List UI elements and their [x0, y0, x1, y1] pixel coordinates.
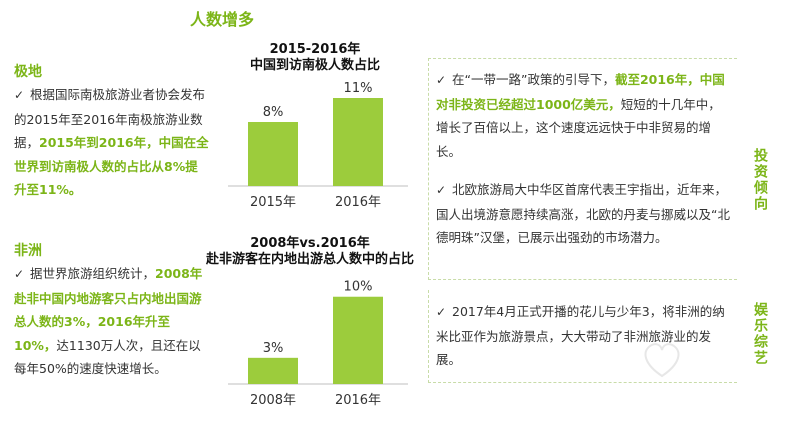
africa-category-label-1: 2016年	[335, 393, 381, 408]
africa-text-2: 达1130万人次，且还在以每年50%的速度快速增长。	[14, 337, 201, 377]
africa-text-1: 据世界旅游组织统计，	[30, 266, 156, 281]
investment-tag: 投资倾向	[752, 148, 768, 212]
africa-highlight: 2008年赴非中国内地游客只占内地出国游总人数的3%，2016年升至10%，	[14, 266, 203, 353]
antarctic-value-label-1: 11%	[344, 81, 373, 96]
africa-paragraph: ✓ 据世界旅游组织统计，2008年赴非中国内地游客只占内地出国游总人数的3%，20…	[14, 262, 210, 381]
investment-item1-text: 在“一带一路”政策的引导下，	[452, 72, 615, 87]
check-icon: ✓	[436, 305, 447, 319]
watermark-heart-icon	[644, 343, 680, 378]
entertainment-item1-text: 2017年4月正式开播的花儿与少年3，将非洲的纳米比亚作为旅游景点，大大带动了非…	[436, 304, 725, 367]
page-title: 人数增多	[190, 10, 255, 29]
chart-bottom-title-line2: 赴非游客在内地出游总人数中的占比	[205, 252, 414, 267]
check-icon: ✓	[14, 267, 25, 281]
check-icon: ✓	[436, 73, 447, 87]
antarctic-bar-0	[248, 122, 298, 186]
antarctic-highlight: 2015年到2016年，中国在全世界到访南极人数的占比从8%提升至11%。	[14, 135, 209, 197]
investment-item-1: ✓ 在“一带一路”政策的引导下，截至2016年，中国对非投资已经超过1000亿美元…	[436, 68, 732, 163]
antarctic-heading: 极地	[14, 64, 42, 80]
investment-box	[428, 58, 737, 280]
check-icon: ✓	[14, 88, 25, 102]
africa-bar-chart: 3% 2008年 10% 2016年	[228, 280, 408, 408]
africa-bar-0	[248, 357, 298, 384]
africa-bar-1	[333, 296, 383, 384]
entertainment-box	[428, 290, 737, 383]
antarctic-category-label-1: 2016年	[335, 195, 381, 210]
africa-heading: 非洲	[14, 243, 42, 259]
chart-top-title-line2: 中国到访南极人数占比	[249, 58, 380, 73]
antarctic-bar-1	[333, 98, 383, 186]
africa-value-label-0: 3%	[263, 341, 284, 356]
antarctic-bar-chart: 8% 2015年 11% 2016年	[228, 81, 408, 210]
chart-top-title: 2015-2016年 中国到访南极人数占比	[210, 42, 420, 74]
entertainment-item-1: ✓ 2017年4月正式开播的花儿与少年3，将非洲的纳米比亚作为旅游景点，大大带动了…	[436, 300, 732, 372]
chart-top-title-line1: 2015-2016年	[269, 42, 361, 57]
investment-item-2: ✓ 北欧旅游局大中华区首席代表王宇指出，近年来，国人出境游意愿持续高涨，北欧的丹麦…	[436, 178, 732, 250]
investment-item1-post: 短短的十几年中，增长了百倍以上，这个速度远远快于中非贸易的增长。	[436, 96, 721, 159]
investment-item2-text: 北欧旅游局大中华区首席代表王宇指出，近年来，国人出境游意愿持续高涨，北欧的丹麦与…	[436, 182, 730, 245]
chart-bottom-title-line1: 2008年vs.2016年	[250, 236, 370, 251]
antarctic-paragraph: ✓ 根据国际南极旅游业者协会发布的2015年至2016年南极旅游业数据，2015年…	[14, 83, 210, 202]
chart-bottom-title: 2008年vs.2016年 赴非游客在内地出游总人数中的占比	[180, 236, 440, 268]
entertainment-tag: 娱乐综艺	[752, 302, 768, 366]
check-icon: ✓	[436, 183, 447, 197]
antarctic-text: 根据国际南极旅游业者协会发布的2015年至2016年南极旅游业数据，	[14, 87, 206, 150]
antarctic-value-label-0: 8%	[263, 105, 284, 120]
africa-category-label-0: 2008年	[250, 393, 296, 408]
investment-item1-highlight: 截至2016年，中国对非投资已经超过1000亿美元，	[436, 72, 725, 112]
africa-value-label-1: 10%	[344, 280, 373, 295]
antarctic-category-label-0: 2015年	[250, 195, 296, 210]
